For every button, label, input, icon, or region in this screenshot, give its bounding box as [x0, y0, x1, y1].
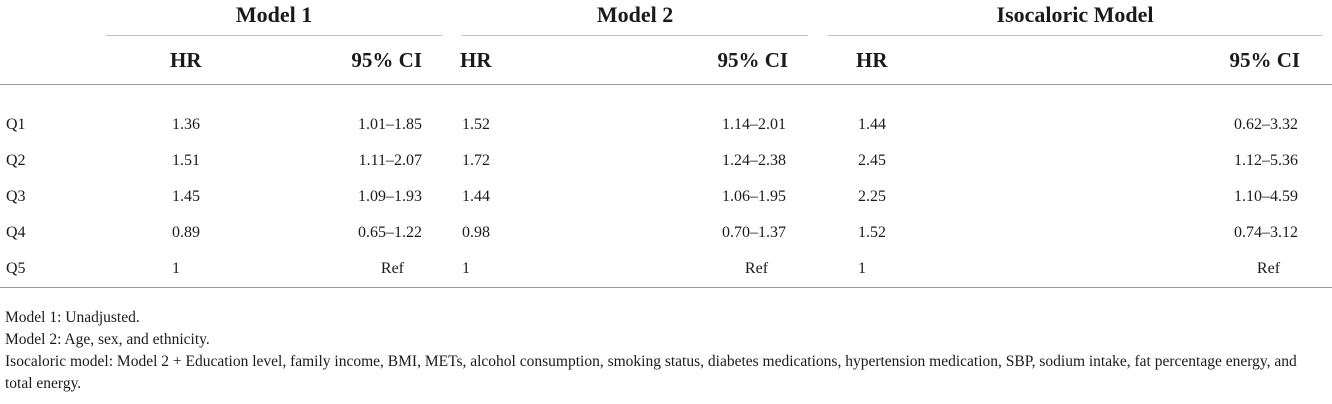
table-cell: 1	[452, 251, 599, 288]
table-cell: 1.51	[172, 152, 200, 169]
table-cell: Ref	[994, 251, 1332, 288]
table-row: Q1 1.36 1.01–1.85 1.52 1.14–2.01 1.44 0.…	[0, 107, 1332, 143]
table-cell: 0.74–3.12	[1234, 224, 1299, 241]
table-cell: 1.12–5.36	[1234, 152, 1299, 169]
table-row: Q4 0.89 0.65–1.22 0.98 0.70–1.37 1.52 0.…	[0, 215, 1332, 251]
row-label: Q2	[6, 152, 26, 169]
row-label: Q1	[6, 116, 26, 133]
footnote-model-1: Model 1: Unadjusted.	[5, 309, 140, 326]
footnote-isocaloric-model: Isocaloric model: Model 2 + Education le…	[5, 353, 1297, 392]
table-cell: 1.14–2.01	[722, 116, 787, 133]
row-label: Q4	[6, 224, 26, 241]
column-header-ci: 95% CI	[598, 36, 819, 85]
column-header-hr: HR	[452, 36, 599, 85]
footnote-model-2: Model 2: Age, sex, and ethnicity.	[5, 331, 210, 348]
table-cell: 1.44	[462, 188, 491, 205]
table-row: Q2 1.51 1.11–2.07 1.72 1.24–2.38 2.45 1.…	[0, 143, 1332, 179]
row-label-subheader	[0, 36, 96, 85]
table-cell: 2.25	[858, 188, 887, 205]
table-cell: Ref	[232, 251, 453, 288]
table-cell: 0.62–3.32	[1234, 116, 1299, 133]
table-row: Q5 1 Ref 1 Ref 1 Ref	[0, 251, 1332, 288]
table-footnotes: Model 1: Unadjusted. Model 2: Age, sex, …	[5, 307, 1325, 395]
sub-header-row: HR 95% CI HR 95% CI HR 95% CI	[0, 36, 1332, 85]
group-header-isocaloric-model: Isocaloric Model	[818, 0, 1332, 36]
table-cell: 0.65–1.22	[358, 224, 423, 241]
group-header-model-1: Model 1	[96, 0, 452, 36]
column-header-hr: HR	[96, 36, 232, 85]
table-cell: 1.06–1.95	[722, 188, 787, 205]
table-cell: 1.09–1.93	[358, 188, 423, 205]
table-cell: 1.01–1.85	[358, 116, 423, 133]
table-cell: 1.45	[172, 188, 200, 205]
row-label-header	[0, 0, 96, 36]
table-cell: 1.36	[172, 116, 200, 133]
column-header-ci: 95% CI	[232, 36, 453, 85]
row-label: Q3	[6, 188, 26, 205]
hazard-ratio-table: Model 1 Model 2 Isocaloric Model HR 95% …	[0, 0, 1332, 288]
table-cell: Ref	[598, 251, 819, 288]
group-header-row: Model 1 Model 2 Isocaloric Model	[0, 0, 1332, 36]
table-cell: 1	[818, 251, 995, 288]
table-cell: 1.10–4.59	[1234, 188, 1299, 205]
column-header-hr: HR	[818, 36, 995, 85]
table-cell: 1.24–2.38	[722, 152, 787, 169]
table-cell: 1	[96, 251, 232, 288]
table-cell: 1.52	[858, 224, 887, 241]
table-cell: 1.11–2.07	[358, 152, 423, 169]
row-label: Q5	[0, 251, 96, 288]
table-cell: 0.98	[462, 224, 491, 241]
column-header-ci: 95% CI	[994, 36, 1332, 85]
table-cell: 1.44	[858, 116, 887, 133]
table-cell: 0.70–1.37	[722, 224, 787, 241]
results-table: Model 1 Model 2 Isocaloric Model HR 95% …	[0, 0, 1332, 288]
table-cell: 1.72	[462, 152, 491, 169]
table-cell: 0.89	[172, 224, 200, 241]
group-header-model-2: Model 2	[452, 0, 818, 36]
table-cell: 2.45	[858, 152, 887, 169]
table-cell: 1.52	[462, 116, 491, 133]
table-row: Q3 1.45 1.09–1.93 1.44 1.06–1.95 2.25 1.…	[0, 179, 1332, 215]
